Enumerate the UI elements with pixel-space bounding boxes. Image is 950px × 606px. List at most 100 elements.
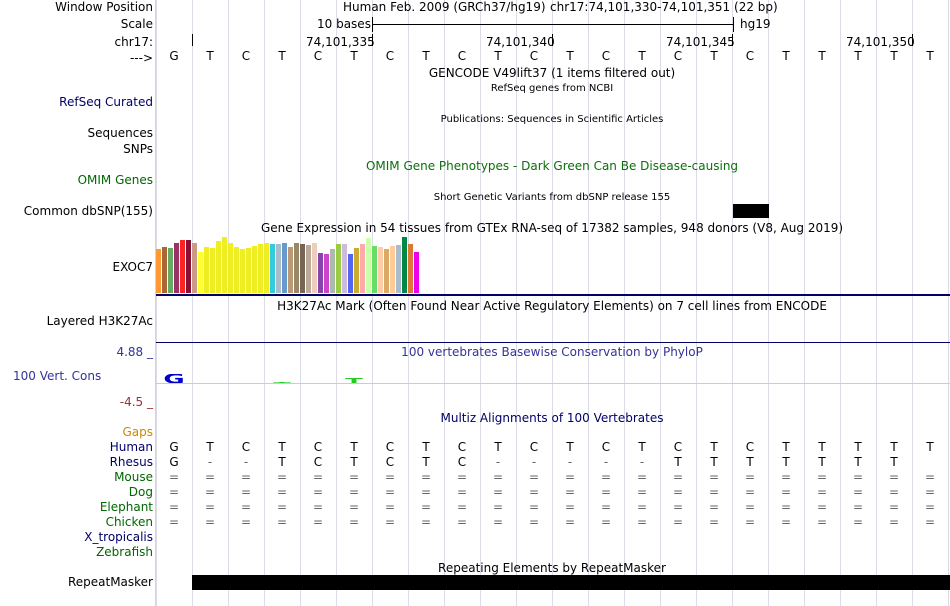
gtex-tissue-bar[interactable] [372, 246, 377, 293]
gtex-tissue-bar[interactable] [294, 243, 299, 293]
grid-line [840, 0, 841, 606]
gtex-tissue-bar[interactable] [186, 240, 191, 293]
multiz-base: = [276, 500, 288, 514]
multiz-base: = [276, 485, 288, 499]
gtex-tissue-bar[interactable] [300, 244, 305, 293]
gtex-tissue-bar[interactable] [240, 249, 245, 293]
gtex-tissue-bar[interactable] [258, 244, 263, 293]
gtex-tissue-bar[interactable] [192, 243, 197, 293]
gtex-tissue-bar[interactable] [354, 248, 359, 293]
dbsnp-feature[interactable] [733, 204, 769, 218]
dbsnp-track-title[interactable]: Short Genetic Variants from dbSNP releas… [433, 192, 671, 203]
gtex-tissue-bar[interactable] [156, 249, 161, 293]
multiz-base: = [168, 515, 180, 529]
assembly-link[interactable]: Human Feb. 2009 (GRCh37/hg19) [343, 0, 546, 14]
sequences-track-label[interactable]: Sequences [87, 126, 153, 140]
conservation-base[interactable]: G [160, 373, 188, 383]
gtex-tissue-bar[interactable] [402, 237, 407, 293]
gtex-tissue-bar[interactable] [210, 248, 215, 293]
grid-line [228, 0, 229, 606]
gtex-tissue-bar[interactable] [366, 238, 371, 293]
multiz-base: = [744, 500, 756, 514]
gtex-tissue-bar[interactable] [168, 248, 173, 293]
multiz-base: = [348, 515, 360, 529]
repeatmasker-feature[interactable] [192, 575, 950, 590]
multiz-base: = [420, 470, 432, 484]
gtex-tissue-bar[interactable] [276, 244, 281, 293]
gtex-tissue-bar[interactable] [234, 247, 239, 293]
grid-line [336, 0, 337, 606]
multiz-base: T [494, 440, 502, 454]
multiz-species-label[interactable]: Elephant [99, 500, 153, 514]
gtex-tissue-bar[interactable] [204, 247, 209, 293]
multiz-species-label[interactable]: Chicken [105, 515, 153, 529]
conservation-base[interactable]: T [268, 377, 296, 383]
gtex-tissue-bar[interactable] [342, 244, 347, 293]
gtex-tissue-bar[interactable] [180, 240, 185, 293]
gtex-track-label[interactable]: EXOC7 [112, 260, 154, 274]
gtex-tissue-bar[interactable] [228, 243, 233, 293]
multiz-species-label[interactable]: Zebrafish [96, 545, 153, 559]
omim-track-label[interactable]: OMIM Genes [77, 173, 153, 187]
multiz-species-label[interactable]: Dog [128, 485, 153, 499]
conservation-track-label[interactable]: 100 Vert. Cons [13, 369, 102, 383]
multiz-base: = [492, 470, 504, 484]
multiz-species-label[interactable]: Mouse [114, 470, 153, 484]
h3k27ac-track-title[interactable]: H3K27Ac Mark (Often Found Near Active Re… [277, 299, 827, 313]
scale-bar-right [733, 17, 734, 32]
snps-track-label[interactable]: SNPs [123, 142, 153, 156]
h3k27ac-track-label[interactable]: Layered H3K27Ac [46, 314, 153, 328]
gtex-tissue-bar[interactable] [288, 247, 293, 293]
multiz-track-title[interactable]: Multiz Alignments of 100 Vertebrates [440, 411, 664, 425]
conservation-track-title[interactable]: 100 vertebrates Basewise Conservation by… [401, 345, 703, 359]
gtex-tissue-bar[interactable] [378, 247, 383, 293]
gtex-tissue-bar[interactable] [270, 244, 275, 293]
gtex-tissue-bar[interactable] [330, 249, 335, 293]
multiz-base: T [350, 455, 358, 469]
gtex-tissue-bar[interactable] [252, 246, 257, 293]
gtex-tissue-bar[interactable] [390, 246, 395, 293]
multiz-base: T [566, 440, 574, 454]
svg-text:G: G [163, 374, 184, 383]
gtex-tissue-bar[interactable] [384, 249, 389, 293]
gtex-tissue-bar[interactable] [312, 243, 317, 293]
gtex-tissue-bar[interactable] [318, 253, 323, 293]
gtex-tissue-bar[interactable] [282, 243, 287, 293]
conservation-base[interactable]: T [700, 378, 728, 384]
publications-track-title[interactable]: Publications: Sequences in Scientific Ar… [440, 114, 664, 125]
gtex-tissue-bar[interactable] [324, 254, 329, 293]
scale-text: 10 bases [317, 17, 371, 31]
gtex-tissue-bar[interactable] [198, 252, 203, 293]
conservation-base[interactable]: T [412, 378, 440, 384]
gtex-tissue-bar[interactable] [408, 244, 413, 293]
multiz-base: = [744, 485, 756, 499]
base-letter: C [673, 49, 683, 63]
gtex-tissue-bar[interactable] [246, 248, 251, 293]
position-text[interactable]: chr17:74,101,330-74,101,351 (22 bp) [550, 0, 778, 14]
dbsnp-track-label[interactable]: Common dbSNP(155) [23, 204, 153, 218]
omim-track-title[interactable]: OMIM Gene Phenotypes - Dark Green Can Be… [365, 159, 739, 173]
multiz-species-label[interactable]: Gaps [122, 425, 153, 439]
multiz-base: = [708, 470, 720, 484]
repeatmasker-track-label[interactable]: RepeatMasker [67, 575, 153, 589]
conservation-base[interactable]: T [340, 375, 368, 383]
gtex-tissue-bar[interactable] [396, 245, 401, 293]
multiz-species-label[interactable]: Rhesus [109, 455, 153, 469]
repeatmasker-track-title[interactable]: Repeating Elements by RepeatMasker [438, 561, 666, 575]
gencode-track-title[interactable]: GENCODE V49lift37 (1 items filtered out) [428, 66, 676, 80]
gtex-tissue-bar[interactable] [360, 244, 365, 293]
gtex-tissue-bar[interactable] [348, 254, 353, 293]
refseq-track-label[interactable]: RefSeq Curated [59, 95, 153, 109]
multiz-species-label[interactable]: X_tropicalis [84, 530, 153, 544]
multiz-species-label[interactable]: Human [109, 440, 153, 454]
refseq-track-title[interactable]: RefSeq genes from NCBI [490, 83, 614, 94]
gtex-tissue-bar[interactable] [336, 244, 341, 293]
gtex-tissue-bar[interactable] [216, 241, 221, 293]
gtex-tissue-bar[interactable] [174, 243, 179, 293]
gtex-tissue-bar[interactable] [162, 247, 167, 293]
gtex-tissue-bar[interactable] [414, 252, 419, 293]
gtex-tissue-bar[interactable] [222, 237, 227, 293]
gtex-tissue-bar[interactable] [306, 245, 311, 293]
gtex-track-title[interactable]: Gene Expression in 54 tissues from GTEx … [260, 221, 844, 235]
gtex-tissue-bar[interactable] [264, 243, 269, 293]
